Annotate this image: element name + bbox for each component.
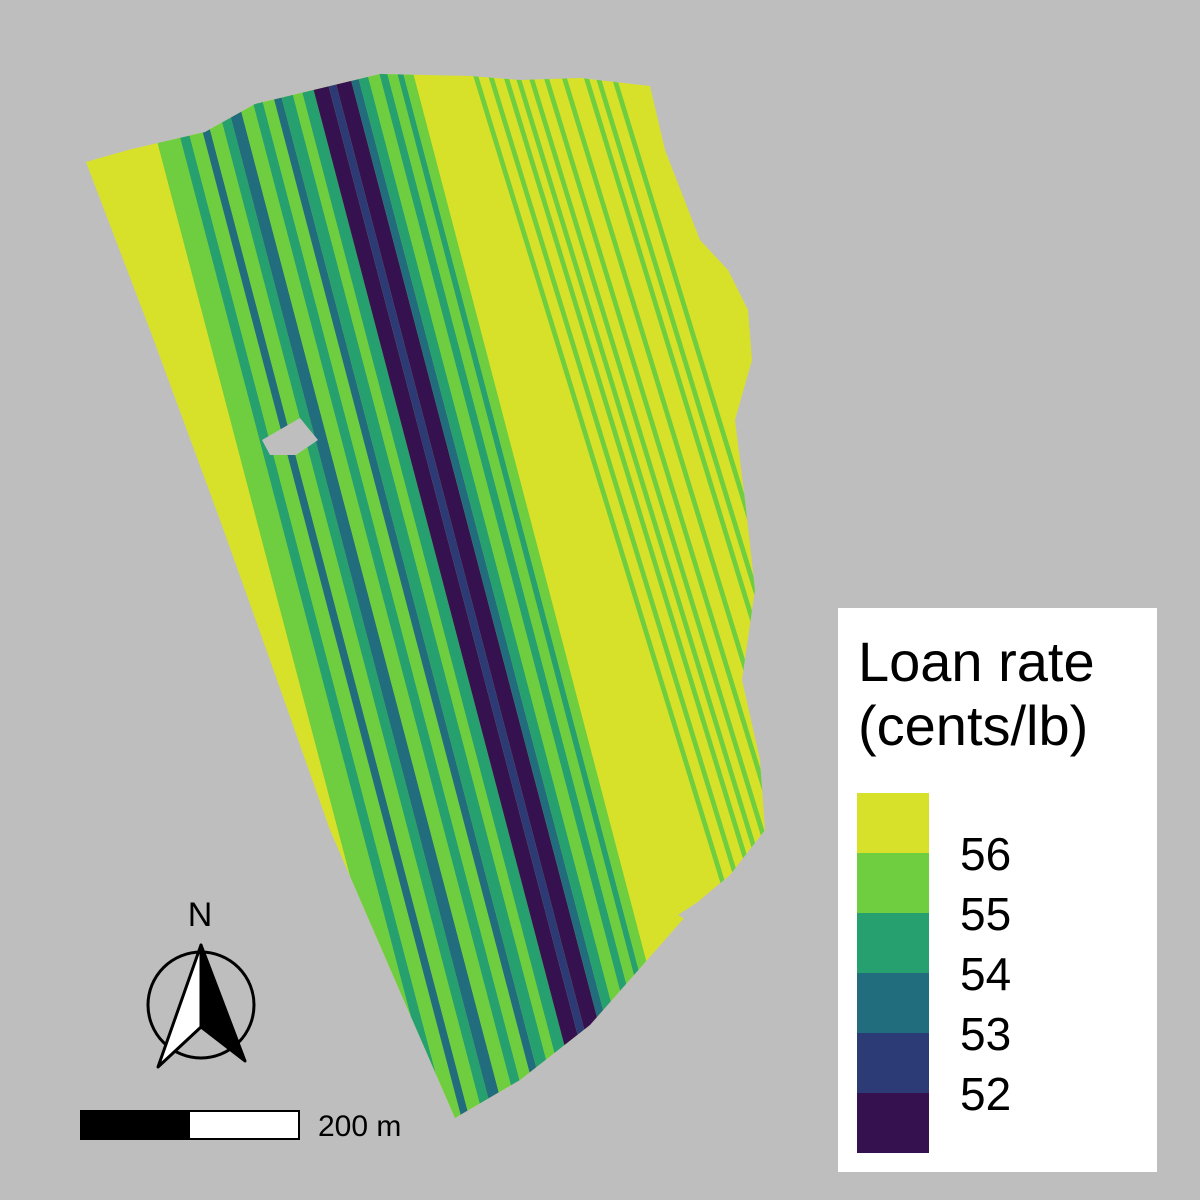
harvest-pass bbox=[520, 74, 765, 1118]
legend-label: 54 bbox=[960, 948, 1012, 1000]
scale-segment-black bbox=[80, 1110, 190, 1140]
legend-colorbar bbox=[857, 793, 929, 1153]
north-label: N bbox=[187, 896, 213, 934]
scale-label: 200 m bbox=[318, 1110, 402, 1143]
field-gaps bbox=[262, 418, 735, 922]
harvest-pass bbox=[154, 74, 483, 1118]
legend-title: Loan rate (cents/lb) bbox=[858, 630, 1148, 758]
legend-labels: 56 55 54 53 52 bbox=[960, 793, 1140, 1153]
harvest-pass bbox=[306, 74, 629, 1118]
legend-label: 53 bbox=[960, 1008, 1012, 1060]
scale-bar: 200 m bbox=[80, 1110, 440, 1150]
harvest-pass bbox=[190, 74, 515, 1118]
harvest-pass bbox=[560, 74, 765, 1118]
harvest-pass bbox=[360, 74, 683, 1118]
legend-swatch bbox=[857, 853, 929, 913]
harvest-pass bbox=[200, 74, 527, 1118]
legend-label: 55 bbox=[960, 888, 1012, 940]
legend-swatch bbox=[857, 973, 929, 1033]
harvest-pass bbox=[290, 74, 621, 1118]
scale-segment-white bbox=[190, 1110, 300, 1140]
harvest-pass bbox=[492, 74, 765, 1118]
harvest-pass bbox=[384, 74, 709, 1118]
harvest-pass bbox=[248, 74, 571, 1118]
harvest-pass bbox=[348, 74, 675, 1118]
legend-label: 52 bbox=[960, 1068, 1012, 1120]
harvest-pass bbox=[314, 74, 645, 1118]
field-gap bbox=[678, 882, 735, 922]
harvest-pass bbox=[120, 74, 459, 1118]
harvest-pass bbox=[268, 74, 593, 1118]
harvest-pass bbox=[256, 74, 583, 1118]
harvest-pass bbox=[378, 74, 699, 1118]
north-arrow: N bbox=[140, 895, 265, 1075]
harvest-pass bbox=[368, 74, 693, 1118]
harvest-pass bbox=[236, 74, 563, 1118]
harvest-pass bbox=[505, 74, 765, 1118]
harvest-pass bbox=[538, 74, 765, 1118]
harvest-pass bbox=[226, 74, 551, 1118]
harvest-pass bbox=[176, 74, 505, 1118]
harvest-pass bbox=[338, 74, 663, 1118]
legend-swatch bbox=[857, 1033, 929, 1093]
north-arrow-icon bbox=[146, 943, 256, 1069]
legend-swatch bbox=[857, 1093, 929, 1153]
harvest-pass bbox=[168, 74, 491, 1118]
legend-title-line2: (cents/lb) bbox=[858, 694, 1089, 757]
map-legend: Loan rate (cents/lb) 56 55 54 53 52 bbox=[838, 608, 1157, 1172]
legend-swatch bbox=[857, 793, 929, 853]
harvest-pass bbox=[588, 74, 765, 1118]
legend-swatch bbox=[857, 913, 929, 973]
legend-label: 56 bbox=[960, 828, 1012, 880]
harvest-pass bbox=[212, 74, 541, 1118]
harvest-pass bbox=[330, 74, 653, 1118]
field-gap bbox=[262, 418, 318, 455]
legend-title-line1: Loan rate bbox=[858, 630, 1095, 693]
harvest-pass bbox=[144, 74, 469, 1118]
harvest-pass bbox=[278, 74, 605, 1118]
